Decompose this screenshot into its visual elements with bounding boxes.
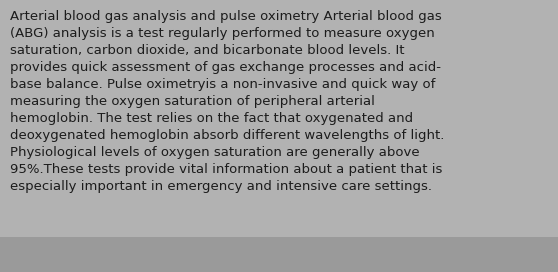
Text: Arterial blood gas analysis and pulse oximetry Arterial blood gas
(ABG) analysis: Arterial blood gas analysis and pulse ox… xyxy=(10,10,444,193)
FancyBboxPatch shape xyxy=(0,237,558,272)
